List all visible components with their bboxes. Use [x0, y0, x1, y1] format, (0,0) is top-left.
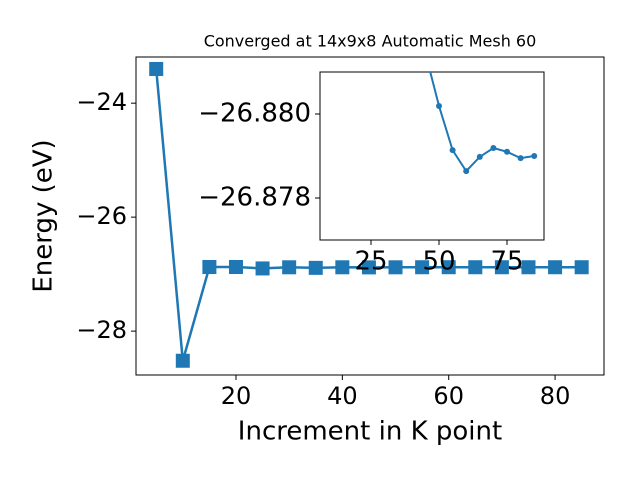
marker [441, 260, 456, 275]
marker [202, 260, 217, 275]
marker [521, 260, 536, 275]
x-tick-label: 75 [490, 247, 523, 277]
chart-title: Converged at 14x9x8 Automatic Mesh 60 [204, 32, 537, 51]
marker [463, 168, 470, 175]
marker [361, 260, 376, 275]
plot-clip [422, 50, 538, 175]
marker [415, 260, 430, 275]
x-tick-label: 20 [221, 382, 252, 410]
x-tick-label: 50 [422, 247, 455, 277]
marker [494, 260, 509, 275]
x-tick-label: 80 [540, 382, 571, 410]
marker [228, 260, 243, 275]
marker [449, 147, 456, 154]
marker [436, 103, 443, 110]
x-tick-label: 40 [327, 382, 358, 410]
marker [517, 155, 524, 162]
y-tick-label: −26 [76, 202, 127, 230]
marker [282, 260, 297, 275]
y-tick-label: −26.880 [198, 99, 311, 129]
marker [388, 260, 403, 275]
marker [548, 260, 563, 275]
x-axis-label: Increment in K point [238, 417, 502, 447]
marker [574, 260, 589, 275]
x-tick-label: 25 [354, 247, 387, 277]
marker [504, 148, 511, 155]
marker [149, 61, 164, 76]
y-tick-label: −24 [76, 88, 127, 116]
plot-clip [149, 61, 589, 368]
marker [476, 153, 483, 160]
y-axis-label: Energy (eV) [29, 139, 59, 292]
x-tick-label: 60 [433, 382, 464, 410]
marker [308, 260, 323, 275]
marker [335, 260, 350, 275]
marker [422, 50, 428, 56]
y-tick-label: −28 [76, 316, 127, 344]
y-tick-label: −26.878 [198, 183, 311, 213]
marker [490, 145, 497, 152]
marker [531, 153, 538, 159]
plot-area [319, 71, 545, 241]
marker [468, 260, 483, 275]
marker [255, 261, 270, 276]
marker [175, 353, 190, 368]
